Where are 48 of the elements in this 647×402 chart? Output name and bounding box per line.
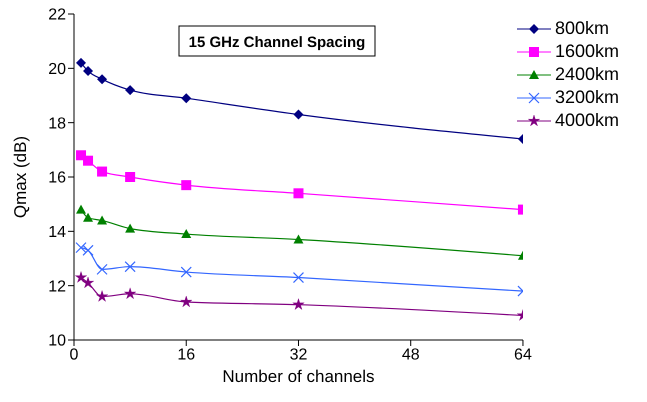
text: 15 GHz Channel Spacing: [188, 34, 366, 51]
point: [180, 296, 192, 308]
y-tick-label: 22: [48, 6, 66, 24]
point: [75, 271, 87, 283]
point: [293, 110, 304, 120]
point: [96, 264, 108, 275]
x-tick-label: 16: [177, 346, 196, 364]
point: [292, 298, 304, 310]
point: [97, 74, 108, 84]
legend-label: 800km: [554, 18, 609, 39]
point: [76, 58, 86, 68]
point: [75, 242, 87, 254]
x-tick-label: 64: [514, 346, 532, 364]
y-axis-title: Qmax (dB): [11, 136, 30, 218]
y-tick-label: 10: [48, 332, 66, 350]
legend-label: 3200km: [554, 87, 619, 108]
x-tick-label: 32: [290, 346, 308, 364]
point: [181, 93, 192, 104]
y-tick-label: 12: [48, 278, 66, 296]
point: [83, 212, 94, 222]
legend-label: 4000km: [554, 110, 619, 131]
point: [292, 272, 304, 284]
x-tick-label: 0: [70, 346, 79, 364]
point: [83, 156, 94, 166]
x-tick-label: 48: [402, 346, 420, 364]
point: [83, 66, 94, 76]
point: [293, 188, 304, 198]
point: [293, 234, 304, 244]
legend-label: 2400km: [554, 64, 619, 85]
x-axis-title: Number of channels: [222, 367, 375, 386]
point: [125, 172, 136, 182]
point: [97, 166, 108, 177]
point: [181, 229, 192, 238]
point: [125, 85, 136, 96]
point: [180, 266, 192, 278]
y-tick-label: 18: [48, 115, 66, 132]
point: [97, 215, 108, 224]
point: [76, 204, 86, 214]
point: [181, 180, 192, 190]
y-tick-label: 20: [48, 61, 66, 78]
legend-label: 1600km: [554, 41, 619, 62]
point: [96, 290, 108, 302]
y-tick-label: 14: [48, 224, 66, 242]
point: [82, 276, 94, 288]
point: [124, 261, 136, 272]
y-tick-label: 16: [48, 170, 66, 187]
point: [125, 224, 136, 233]
point: [124, 288, 136, 299]
